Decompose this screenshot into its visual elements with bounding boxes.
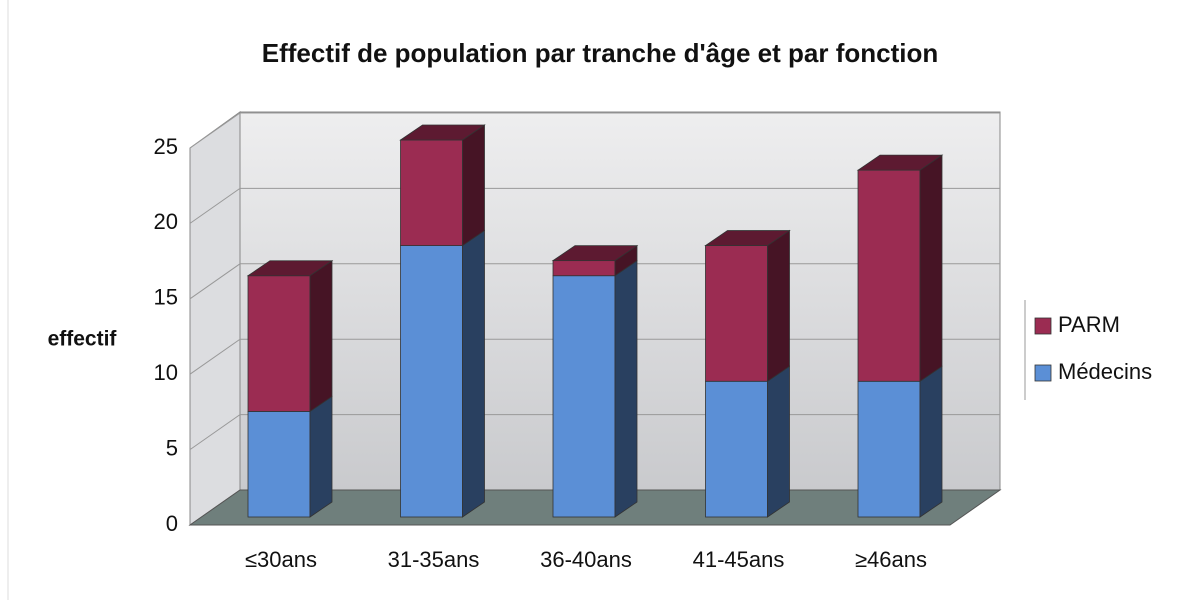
bar-top xyxy=(856,154,944,171)
bar-side xyxy=(614,259,638,518)
bar-side xyxy=(919,365,943,518)
bar-front xyxy=(552,275,616,518)
x-tick-label: 36-40ans xyxy=(540,547,632,572)
y-tick-label: 25 xyxy=(154,134,178,159)
y-tick-label: 20 xyxy=(154,209,178,234)
y-tick-label: 0 xyxy=(166,511,178,536)
side-wall xyxy=(189,111,241,526)
y-axis-label: effectif xyxy=(48,328,118,351)
grid-line xyxy=(189,112,1000,149)
bar-side xyxy=(462,124,485,247)
bar-top xyxy=(551,245,639,262)
bar-side xyxy=(767,365,790,518)
bar-front xyxy=(705,245,768,382)
y-tick-label: 15 xyxy=(154,285,178,310)
bar-front xyxy=(400,139,463,246)
bar-side xyxy=(919,154,943,383)
x-tick-label: 31-35ans xyxy=(388,547,480,572)
bar-front xyxy=(857,380,921,518)
chart-title: Effectif de population par tranche d'âge… xyxy=(262,38,938,68)
legend-swatch xyxy=(1034,364,1052,382)
bar-front xyxy=(400,245,463,518)
legend-swatch xyxy=(1034,317,1052,335)
bar-front xyxy=(247,411,311,518)
legend-label: PARM xyxy=(1058,312,1120,337)
x-tick-label: ≥46ans xyxy=(855,547,927,572)
bar-top xyxy=(704,230,791,246)
bar-front xyxy=(247,275,311,412)
bar-side xyxy=(462,229,485,518)
legend-label: Médecins xyxy=(1058,359,1152,384)
bar-side xyxy=(309,259,333,413)
grid-line xyxy=(189,187,1000,224)
bar-side xyxy=(767,229,790,383)
y-tick-label: 5 xyxy=(166,435,178,460)
x-tick-label: ≤30ans xyxy=(245,547,317,572)
bar-top xyxy=(399,124,486,141)
y-tick-label: 10 xyxy=(154,360,178,385)
bar-front xyxy=(857,169,921,382)
bar-top xyxy=(246,260,334,277)
bar-front xyxy=(552,260,616,277)
bar-front xyxy=(705,380,768,518)
bar-side xyxy=(309,395,333,518)
x-tick-label: 41-45ans xyxy=(693,547,785,572)
